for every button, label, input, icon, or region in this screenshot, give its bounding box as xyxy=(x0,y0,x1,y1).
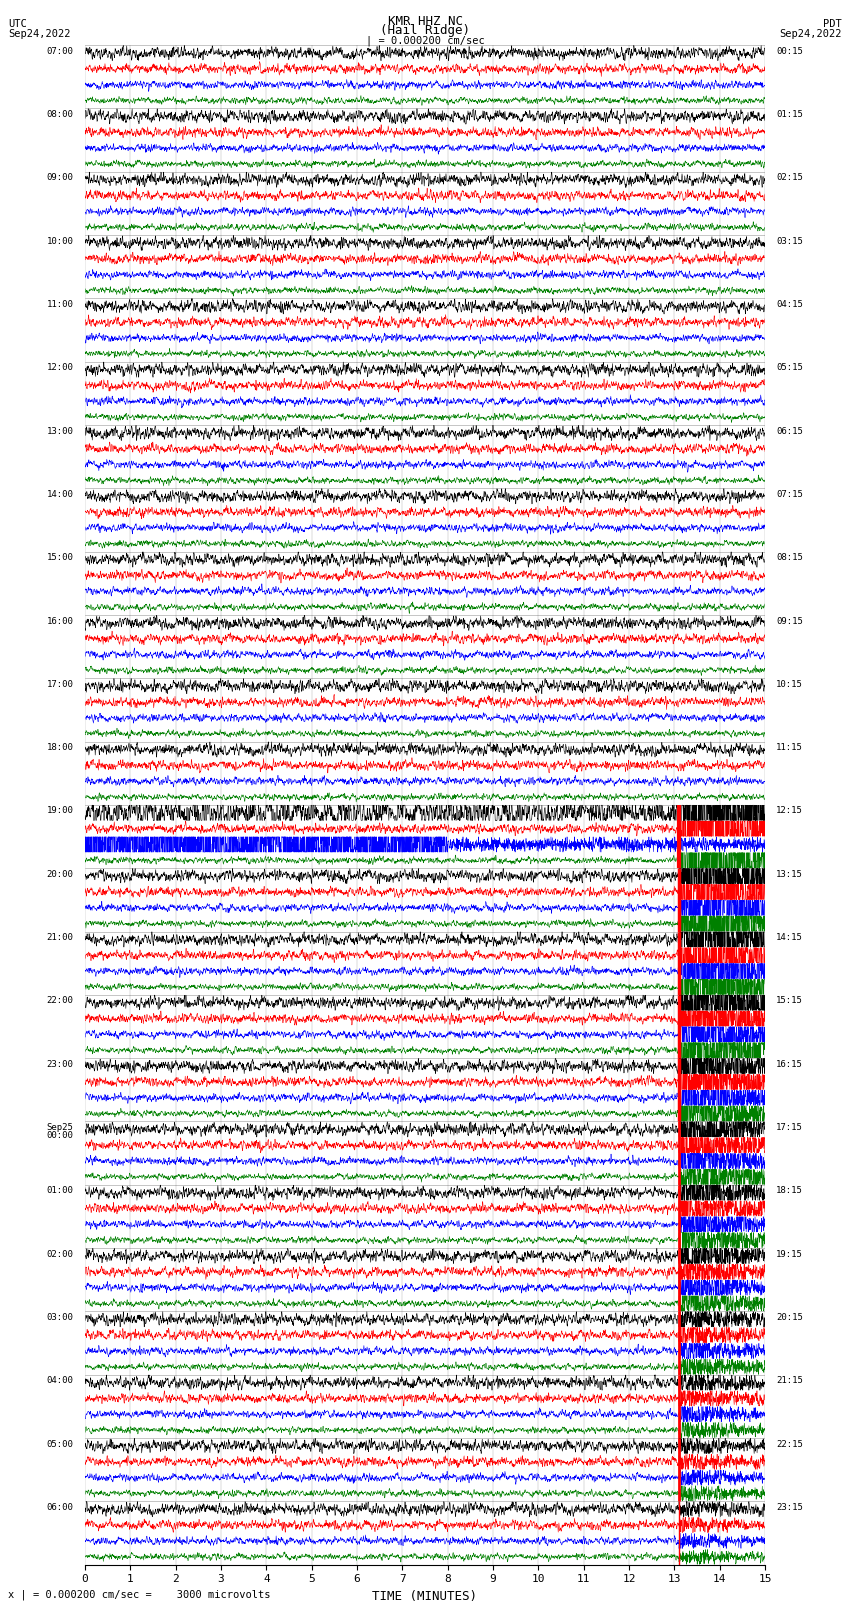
Text: PDT: PDT xyxy=(823,19,842,29)
Text: | = 0.000200 cm/sec: | = 0.000200 cm/sec xyxy=(366,35,484,47)
Text: 10:00: 10:00 xyxy=(47,237,74,245)
Text: 18:00: 18:00 xyxy=(47,744,74,752)
Text: Sep24,2022: Sep24,2022 xyxy=(8,29,71,39)
Text: 11:00: 11:00 xyxy=(47,300,74,310)
Text: 19:00: 19:00 xyxy=(47,806,74,816)
Text: 22:00: 22:00 xyxy=(47,997,74,1005)
Text: 05:00: 05:00 xyxy=(47,1439,74,1448)
Text: 06:15: 06:15 xyxy=(776,426,803,436)
Text: 01:00: 01:00 xyxy=(47,1186,74,1195)
Text: 04:00: 04:00 xyxy=(47,1376,74,1386)
Text: 17:00: 17:00 xyxy=(47,679,74,689)
Text: 17:15: 17:15 xyxy=(776,1123,803,1132)
Text: 09:00: 09:00 xyxy=(47,173,74,182)
Text: 06:00: 06:00 xyxy=(47,1503,74,1511)
Text: 20:00: 20:00 xyxy=(47,869,74,879)
Text: 07:15: 07:15 xyxy=(776,490,803,498)
Text: 11:15: 11:15 xyxy=(776,744,803,752)
Text: 13:15: 13:15 xyxy=(776,869,803,879)
Text: 21:00: 21:00 xyxy=(47,932,74,942)
Text: 15:00: 15:00 xyxy=(47,553,74,563)
Text: 23:00: 23:00 xyxy=(47,1060,74,1069)
Text: (Hail Ridge): (Hail Ridge) xyxy=(380,24,470,37)
Text: 01:15: 01:15 xyxy=(776,110,803,119)
Text: 18:15: 18:15 xyxy=(776,1186,803,1195)
Text: Sep25
00:00: Sep25 00:00 xyxy=(47,1123,74,1140)
Text: 14:15: 14:15 xyxy=(776,932,803,942)
Text: 12:15: 12:15 xyxy=(776,806,803,816)
Text: 00:15: 00:15 xyxy=(776,47,803,56)
Text: KMR HHZ NC: KMR HHZ NC xyxy=(388,15,462,27)
Text: 08:00: 08:00 xyxy=(47,110,74,119)
Text: 20:15: 20:15 xyxy=(776,1313,803,1323)
Text: 19:15: 19:15 xyxy=(776,1250,803,1258)
Text: x | = 0.000200 cm/sec =    3000 microvolts: x | = 0.000200 cm/sec = 3000 microvolts xyxy=(8,1589,271,1600)
Text: 16:15: 16:15 xyxy=(776,1060,803,1069)
Text: 08:15: 08:15 xyxy=(776,553,803,563)
Text: 03:15: 03:15 xyxy=(776,237,803,245)
Text: 15:15: 15:15 xyxy=(776,997,803,1005)
Text: 13:00: 13:00 xyxy=(47,426,74,436)
X-axis label: TIME (MINUTES): TIME (MINUTES) xyxy=(372,1590,478,1603)
Text: 22:15: 22:15 xyxy=(776,1439,803,1448)
Text: 09:15: 09:15 xyxy=(776,616,803,626)
Text: 16:00: 16:00 xyxy=(47,616,74,626)
Text: 03:00: 03:00 xyxy=(47,1313,74,1323)
Text: UTC: UTC xyxy=(8,19,27,29)
Text: Sep24,2022: Sep24,2022 xyxy=(779,29,842,39)
Text: 07:00: 07:00 xyxy=(47,47,74,56)
Text: 12:00: 12:00 xyxy=(47,363,74,373)
Text: 14:00: 14:00 xyxy=(47,490,74,498)
Text: 23:15: 23:15 xyxy=(776,1503,803,1511)
Text: 10:15: 10:15 xyxy=(776,679,803,689)
Text: 02:00: 02:00 xyxy=(47,1250,74,1258)
Text: 21:15: 21:15 xyxy=(776,1376,803,1386)
Text: 04:15: 04:15 xyxy=(776,300,803,310)
Text: 02:15: 02:15 xyxy=(776,173,803,182)
Text: 05:15: 05:15 xyxy=(776,363,803,373)
